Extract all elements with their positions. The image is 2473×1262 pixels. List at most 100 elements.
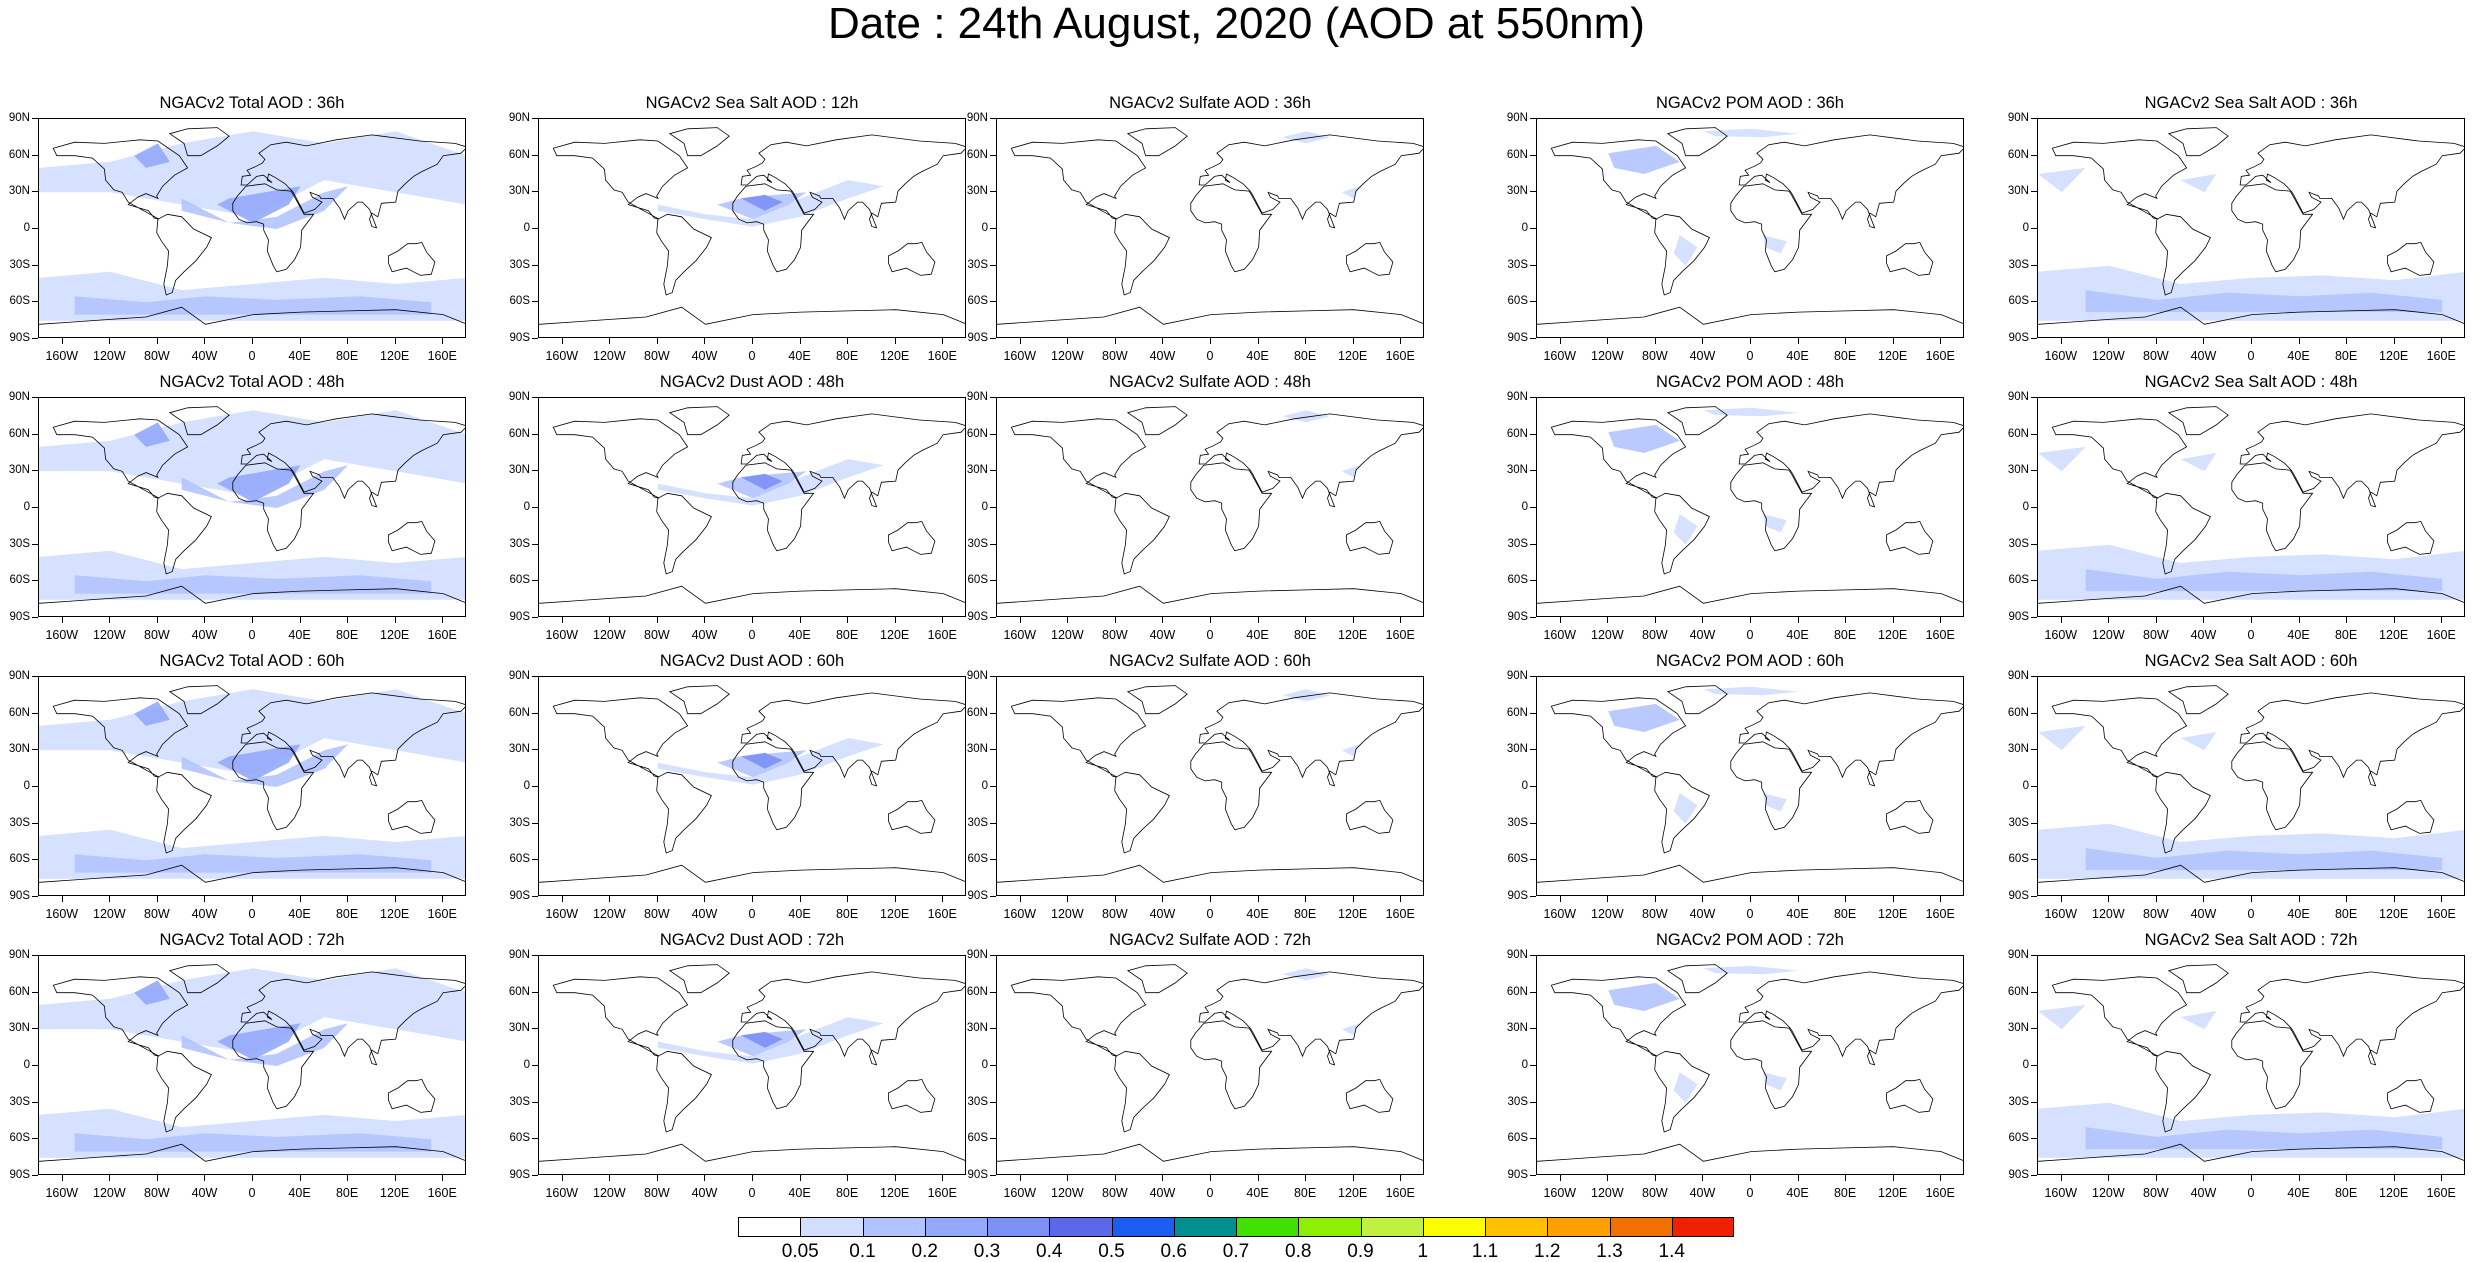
lon-tick bbox=[204, 896, 206, 902]
lat-tick-label: 90S bbox=[967, 1169, 988, 1181]
lat-tick bbox=[2031, 507, 2037, 508]
lat-tick-label: 60N bbox=[1506, 985, 1528, 998]
antarctica-coastline bbox=[39, 1143, 465, 1162]
lon-tick-label: 40E bbox=[788, 907, 811, 921]
panel-title: NGACv2 Sea Salt AOD : 72h bbox=[2144, 931, 2358, 949]
lat-tick bbox=[2031, 676, 2037, 677]
lat-tick bbox=[32, 822, 38, 824]
map-panel: NGACv2 Sea Salt AOD : 48h 90N 60N 30N 0 30S 60… bbox=[2008, 373, 2465, 663]
lon-tick bbox=[1257, 1175, 1259, 1181]
lat-tick bbox=[1530, 617, 1536, 618]
continent-outline bbox=[1550, 139, 1687, 220]
world-map bbox=[1537, 964, 1963, 1162]
lat-tick-label: 30S bbox=[9, 1095, 30, 1108]
lat-tick bbox=[990, 859, 996, 861]
lon-tick bbox=[1305, 1175, 1307, 1181]
lat-tick bbox=[990, 397, 996, 398]
map-canvas bbox=[2037, 397, 2465, 617]
lon-tick bbox=[2393, 1175, 2395, 1181]
aod-field bbox=[657, 180, 884, 227]
lat-tick-label: 0 bbox=[23, 222, 30, 234]
aod-field bbox=[134, 980, 170, 1005]
continent-outline bbox=[1190, 183, 1273, 273]
lon-tick-label: 40W bbox=[2190, 349, 2217, 363]
lat-tick-label: 90N bbox=[1506, 112, 1528, 124]
lat-tick-label: 90N bbox=[8, 670, 30, 682]
panel-title: NGACv2 Sea Salt AOD : 48h bbox=[2144, 373, 2358, 391]
lon-tick bbox=[1702, 896, 1704, 902]
lon-tick-label: 120E bbox=[1338, 628, 1368, 642]
continent-outline bbox=[656, 1050, 712, 1133]
lat-tick-label: 60S bbox=[9, 295, 30, 308]
lon-tick bbox=[1654, 617, 1656, 623]
lat-tick bbox=[1530, 1065, 1536, 1066]
lon-tick bbox=[1607, 617, 1609, 623]
continent-outline bbox=[168, 127, 230, 157]
lon-tick bbox=[2393, 617, 2395, 623]
lon-tick-label: 40E bbox=[1786, 349, 1809, 363]
lon-tick-label: 80E bbox=[1833, 1186, 1857, 1200]
lat-tick-label: 60N bbox=[2007, 427, 2029, 440]
legend-swatch bbox=[1485, 1217, 1548, 1237]
lon-tick-label: 160E bbox=[427, 349, 457, 363]
lon-tick-label: 0 bbox=[1746, 1186, 1754, 1200]
lon-tick bbox=[1114, 617, 1116, 623]
lon-tick bbox=[799, 617, 801, 623]
legend-swatch bbox=[1049, 1217, 1112, 1237]
lon-tick bbox=[2108, 1175, 2110, 1181]
continent-outline bbox=[1346, 241, 1394, 276]
continent-outline bbox=[1346, 799, 1394, 834]
panel-title: NGACv2 POM AOD : 60h bbox=[1656, 652, 1844, 670]
aod-field bbox=[2038, 1004, 2086, 1030]
lat-tick-label: 30S bbox=[509, 1095, 530, 1108]
lat-tick bbox=[990, 1028, 996, 1030]
lon-tick-label: 160W bbox=[1543, 349, 1577, 363]
lat-tick-label: 90S bbox=[2008, 611, 2029, 623]
lon-tick-label: 80E bbox=[1293, 349, 1317, 363]
lat-tick bbox=[1530, 712, 1536, 714]
lon-tick-label: 120E bbox=[1878, 349, 1908, 363]
legend-swatch bbox=[1236, 1217, 1299, 1237]
lon-tick bbox=[347, 896, 349, 902]
lon-tick bbox=[442, 338, 444, 344]
lat-tick-label: 60N bbox=[1506, 148, 1528, 161]
aod-field bbox=[181, 1023, 349, 1066]
aod-field bbox=[657, 738, 884, 785]
continent-outline bbox=[232, 741, 315, 831]
map-panel: NGACv2 Sulfate AOD : 48h 90N 60N 30N 0 30S 60S… bbox=[967, 373, 1424, 663]
lon-tick bbox=[1940, 338, 1942, 344]
continent-outline bbox=[656, 213, 712, 296]
lat-tick-label: 60S bbox=[509, 295, 530, 308]
lon-tick-label: 80E bbox=[335, 628, 359, 642]
lon-tick-label: 80W bbox=[1642, 907, 1668, 921]
lat-tick-label: 90S bbox=[2008, 890, 2029, 902]
map-panel: NGACv2 Sulfate AOD : 72h 90N 60N 30N 0 30S 60S… bbox=[967, 931, 1424, 1221]
lon-tick bbox=[1654, 896, 1656, 902]
continent-outline bbox=[168, 964, 230, 994]
lon-tick-label: 0 bbox=[1206, 907, 1214, 921]
lon-tick bbox=[2155, 896, 2157, 902]
continent-outline bbox=[2387, 520, 2435, 555]
lon-tick bbox=[1067, 896, 1069, 902]
continent-outline bbox=[740, 692, 965, 787]
lat-tick bbox=[990, 433, 996, 435]
lon-tick-label: 80W bbox=[644, 349, 670, 363]
lat-tick-label: 30S bbox=[509, 537, 530, 550]
lat-tick-label: 30S bbox=[1507, 258, 1528, 271]
lat-tick bbox=[990, 338, 996, 339]
lon-tick-label: 160W bbox=[45, 907, 79, 921]
lat-tick bbox=[532, 191, 538, 193]
lat-tick bbox=[1530, 1138, 1536, 1140]
lat-tick-label: 60N bbox=[1506, 427, 1528, 440]
lat-tick-label: 90N bbox=[966, 949, 988, 961]
lon-tick bbox=[1352, 338, 1354, 344]
lon-tick-label: 160W bbox=[1003, 349, 1037, 363]
lon-tick-label: 40E bbox=[2287, 349, 2310, 363]
lon-tick-label: 80E bbox=[335, 349, 359, 363]
continent-outline bbox=[2051, 418, 2188, 499]
lon-tick-label: 120W bbox=[2092, 628, 2125, 642]
legend-label: 0.3 bbox=[973, 1241, 1001, 1262]
lat-tick-label: 60S bbox=[2008, 295, 2029, 308]
lat-tick-label: 90S bbox=[2008, 1169, 2029, 1181]
continent-outline bbox=[1654, 1050, 1710, 1133]
